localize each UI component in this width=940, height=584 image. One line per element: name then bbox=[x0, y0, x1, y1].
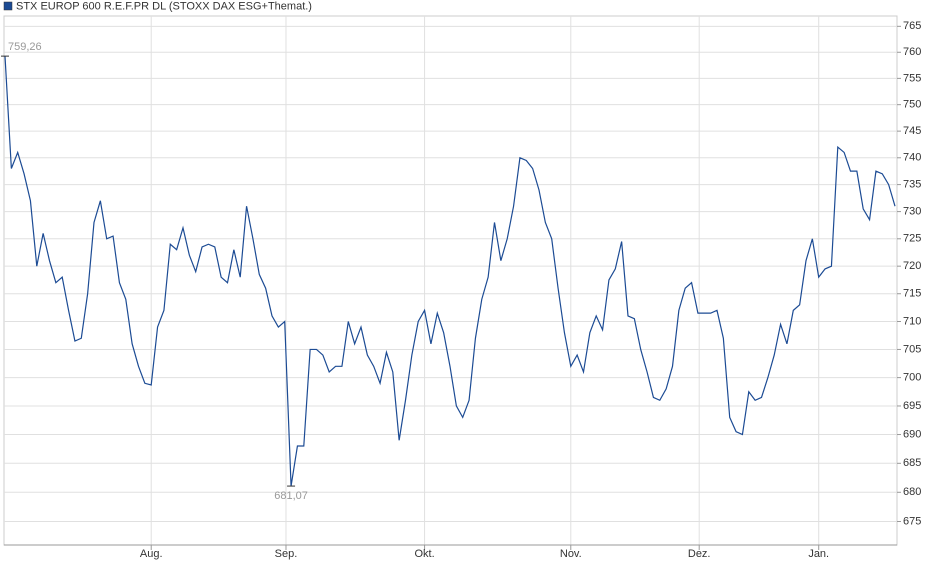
y-tick-label: 760 bbox=[903, 46, 921, 58]
y-tick-label: 735 bbox=[903, 179, 921, 191]
y-tick-label: 720 bbox=[903, 260, 921, 272]
y-tick-label: 755 bbox=[903, 72, 921, 84]
y-tick-label: 715 bbox=[903, 288, 921, 300]
x-tick-label: Jan. bbox=[808, 548, 829, 560]
legend-label: STX EUROP 600 R.E.F.PR DL (STOXX DAX ESG… bbox=[16, 0, 312, 12]
y-tick-label: 740 bbox=[903, 152, 921, 164]
y-tick-label: 730 bbox=[903, 206, 921, 218]
y-tick-label: 695 bbox=[903, 400, 921, 412]
data-label: 759,26 bbox=[8, 41, 42, 53]
y-tick-label: 725 bbox=[903, 233, 921, 245]
y-tick-label: 685 bbox=[903, 457, 921, 469]
x-tick-label: Okt. bbox=[414, 548, 434, 560]
x-tick-label: Sep. bbox=[275, 548, 298, 560]
y-tick-label: 690 bbox=[903, 428, 921, 440]
x-tick-label: Aug. bbox=[140, 548, 163, 560]
y-tick-label: 705 bbox=[903, 343, 921, 355]
line-series bbox=[4, 56, 896, 487]
y-tick-label: 700 bbox=[903, 372, 921, 384]
plot-frame bbox=[3, 15, 898, 546]
y-tick-label: 750 bbox=[903, 99, 921, 111]
data-label: 681,07 bbox=[274, 490, 308, 502]
y-tick-label: 710 bbox=[903, 315, 921, 327]
x-tick-label: Nov. bbox=[560, 548, 582, 560]
legend-swatch bbox=[3, 1, 13, 11]
y-tick-label: 765 bbox=[903, 20, 921, 32]
x-tick-label: Dez. bbox=[688, 548, 711, 560]
y-tick-label: 675 bbox=[903, 515, 921, 527]
y-tick-label: 680 bbox=[903, 486, 921, 498]
y-tick-label: 745 bbox=[903, 125, 921, 137]
